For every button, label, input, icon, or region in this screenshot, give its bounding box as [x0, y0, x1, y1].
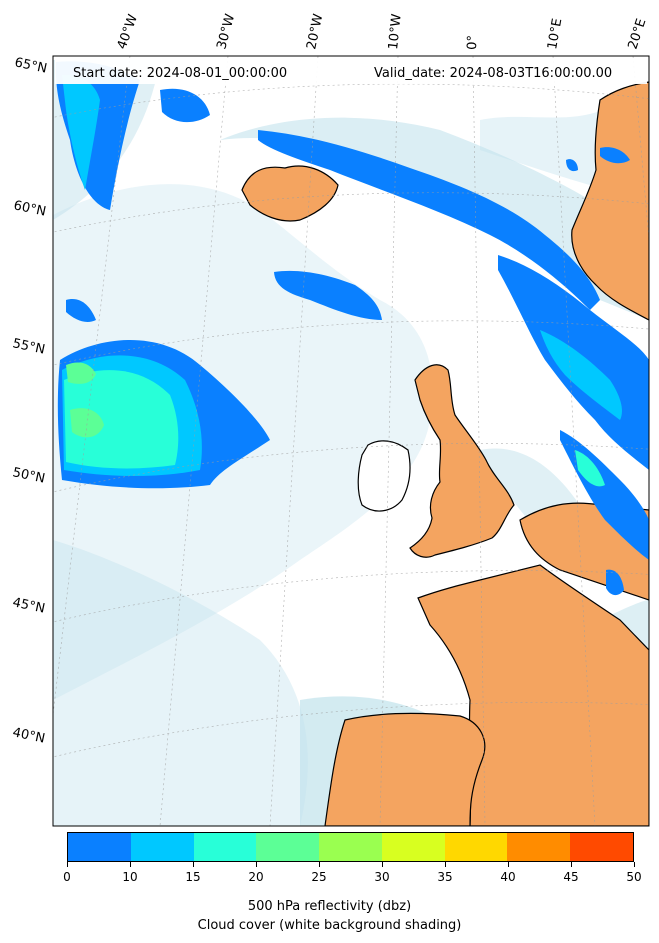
colorbar-tick-label: 20	[248, 870, 264, 884]
colorbar-tick-label: 35	[437, 870, 453, 884]
colorbar-tick-label: 40	[500, 870, 516, 884]
longitude-labels: 40°W 30°W 20°W 10°W 0° 10°E 20°E	[115, 12, 650, 51]
colorbar-segment	[319, 833, 382, 861]
colorbar-segment	[507, 833, 571, 861]
graticule	[53, 56, 649, 826]
lon-label-0: 0°	[465, 35, 481, 50]
latitude-labels: 65°N 60°N 55°N 50°N 45°N 40°N	[11, 55, 48, 746]
colorbar-tick-mark	[570, 862, 572, 867]
colorbar-tick-mark	[381, 862, 383, 867]
lat-label-55n: 55°N	[11, 336, 46, 357]
iceland	[241, 165, 339, 222]
colorbar-tick-label: 30	[374, 870, 390, 884]
lat-label-40n: 40°N	[11, 725, 46, 746]
colorbar-tick-label: 45	[563, 870, 579, 884]
colorbar-subtitle: Cloud cover (white background shading)	[197, 918, 462, 933]
colorbar-tick-label: 0	[63, 870, 71, 884]
colorbar-segment	[130, 833, 194, 861]
colorbar-tick-mark	[633, 862, 635, 867]
reflectivity-layer	[55, 61, 649, 596]
colorbar-segment	[444, 833, 508, 861]
ireland	[357, 440, 411, 512]
valid-date-label: Valid_date: 2024-08-03T16:00:00.00	[374, 66, 613, 81]
great-britain	[409, 364, 515, 558]
colorbar-segment	[381, 833, 445, 861]
lon-label-30w: 30°W	[214, 12, 238, 51]
lon-label-20e: 20°E	[626, 17, 650, 51]
colorbar-segment	[570, 833, 634, 861]
lon-label-40w: 40°W	[115, 12, 141, 51]
iberia	[324, 712, 486, 826]
lat-label-45n: 45°N	[11, 595, 46, 616]
colorbar-tick-mark	[192, 862, 194, 867]
colorbar-tick-mark	[129, 862, 131, 867]
map-frame	[52, 55, 650, 827]
colorbar-tick-mark	[318, 862, 320, 867]
colorbar-tick-label: 10	[122, 870, 138, 884]
colorbar-tick-label: 15	[185, 870, 201, 884]
colorbar	[67, 832, 634, 862]
colorbar-tick-mark	[66, 862, 68, 867]
colorbar-tick-mark	[444, 862, 446, 867]
colorbar-tick-mark	[255, 862, 257, 867]
colorbar-tick-label: 25	[311, 870, 327, 884]
start-date-label: Start date: 2024-08-01_00:00:00	[73, 66, 288, 81]
lat-label-60n: 60°N	[12, 198, 47, 219]
header-box	[55, 58, 647, 84]
colorbar-segment	[256, 833, 320, 861]
colorbar-title: 500 hPa reflectivity (dbz)	[247, 899, 412, 914]
colorbar-segment	[193, 833, 257, 861]
lat-label-65n: 65°N	[13, 55, 48, 76]
colorbar-tick-mark	[507, 862, 509, 867]
lon-label-10e: 10°E	[545, 17, 565, 50]
colorbar-tick-label: 50	[626, 870, 642, 884]
colorbar-segment	[68, 833, 131, 861]
lat-label-50n: 50°N	[11, 465, 46, 486]
lon-label-20w: 20°W	[304, 12, 326, 50]
lon-label-10w: 10°W	[386, 13, 405, 50]
